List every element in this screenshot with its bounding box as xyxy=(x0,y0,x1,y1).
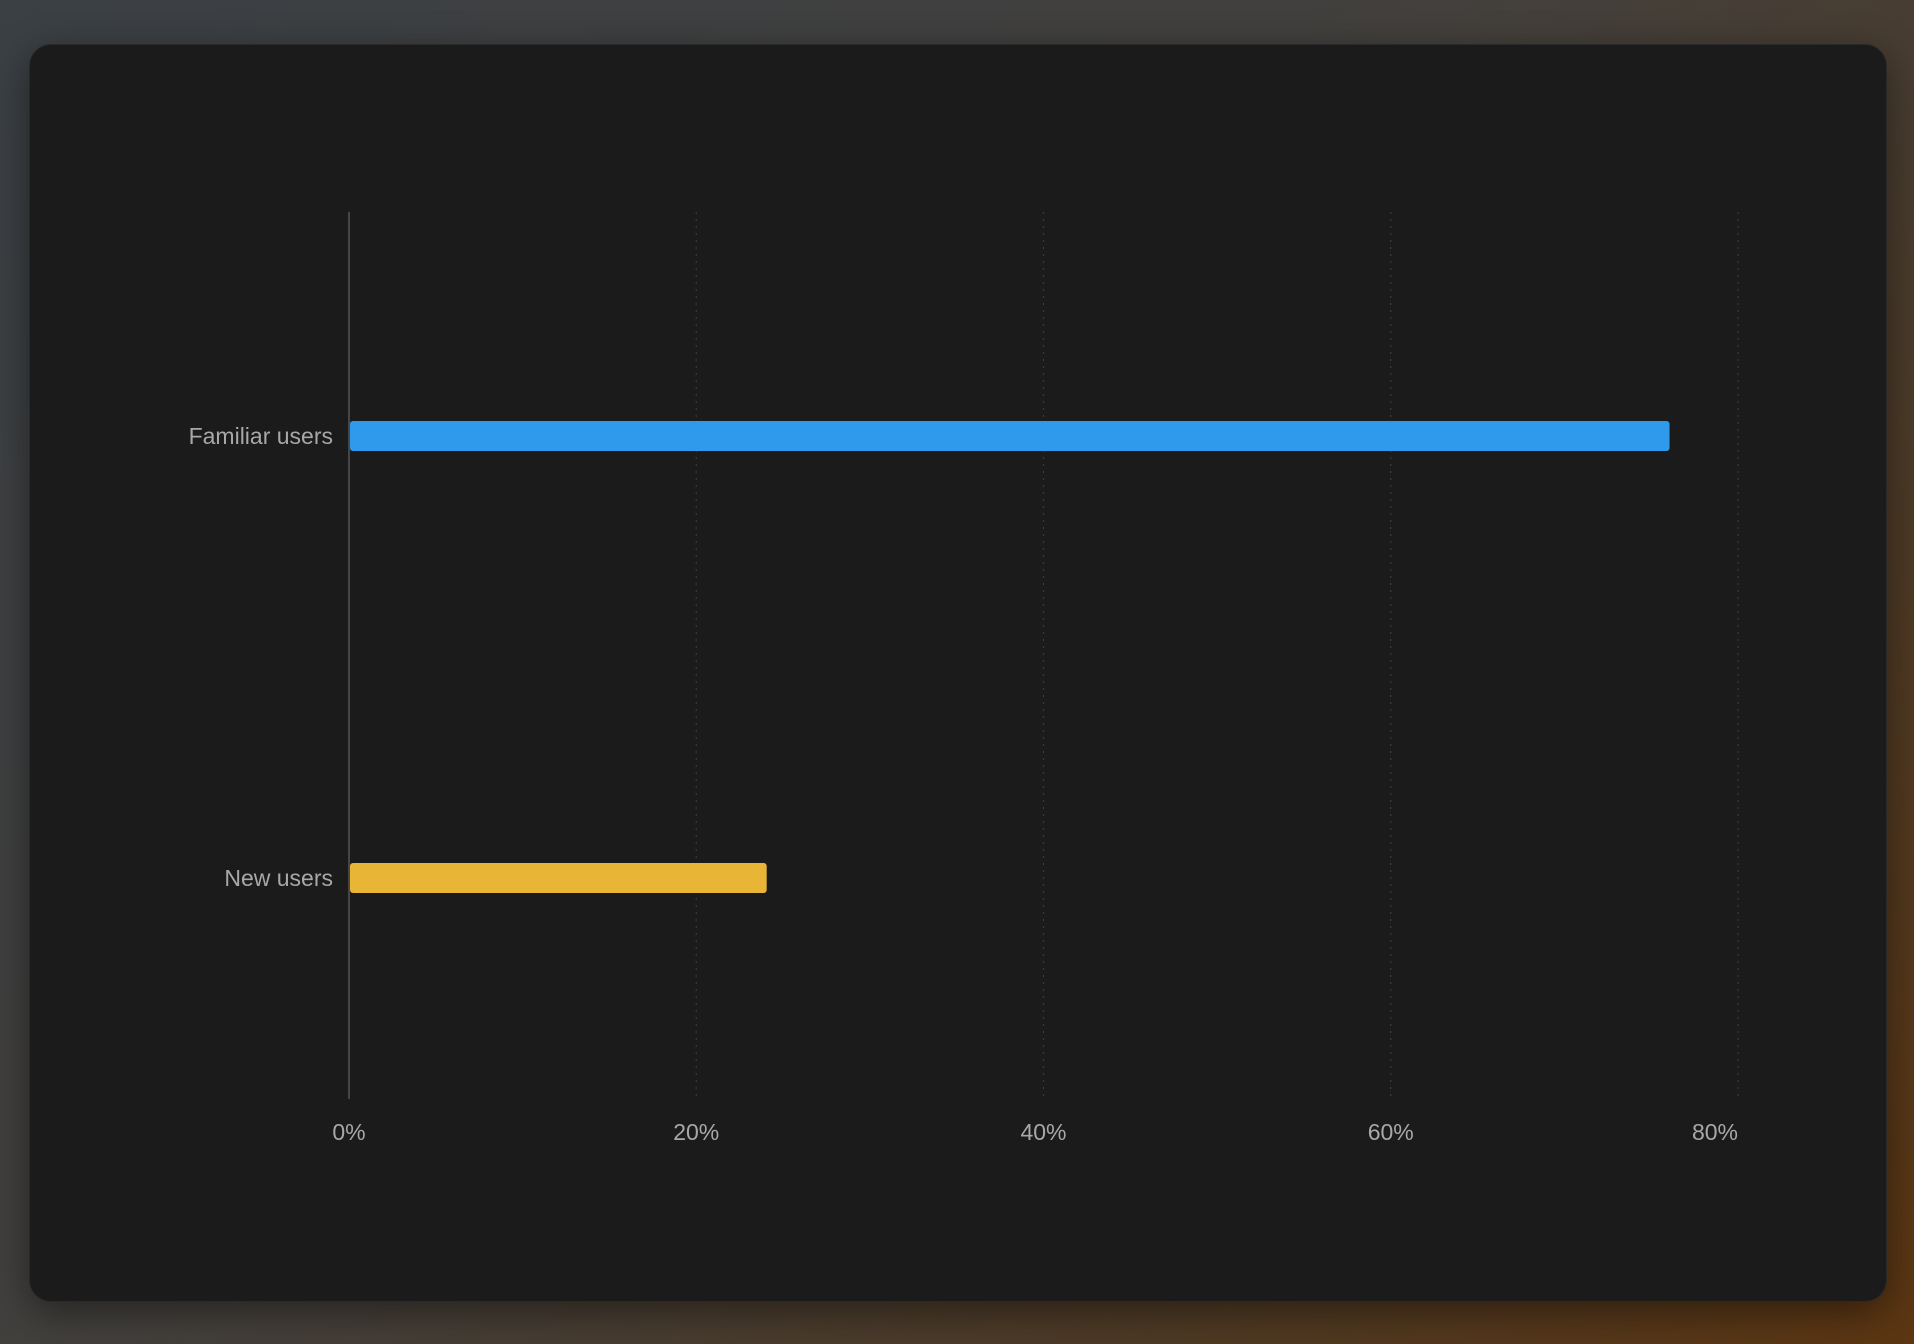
bars xyxy=(350,421,1670,893)
x-tick-label: 20% xyxy=(673,1119,719,1145)
gridlines xyxy=(695,212,1739,1099)
x-tick-labels: 0% 20% 40% 60% 80% xyxy=(332,1119,1738,1145)
x-tick-label: 80% xyxy=(1692,1119,1738,1145)
x-tick-label: 60% xyxy=(1368,1119,1414,1145)
category-labels: Familiar users New users xyxy=(189,423,333,891)
x-tick-label: 40% xyxy=(1020,1119,1066,1145)
category-label: Familiar users xyxy=(189,423,333,449)
bar-new-users[interactable] xyxy=(350,863,767,893)
x-tick-label: 0% xyxy=(332,1119,365,1145)
category-label: New users xyxy=(224,865,333,891)
bar-familiar-users[interactable] xyxy=(350,421,1670,451)
chart-window: Familiar users New users 0% 20% 40% 60% 80% xyxy=(29,44,1887,1302)
bar-chart: Familiar users New users 0% 20% 40% 60% 80% xyxy=(189,212,1739,1145)
